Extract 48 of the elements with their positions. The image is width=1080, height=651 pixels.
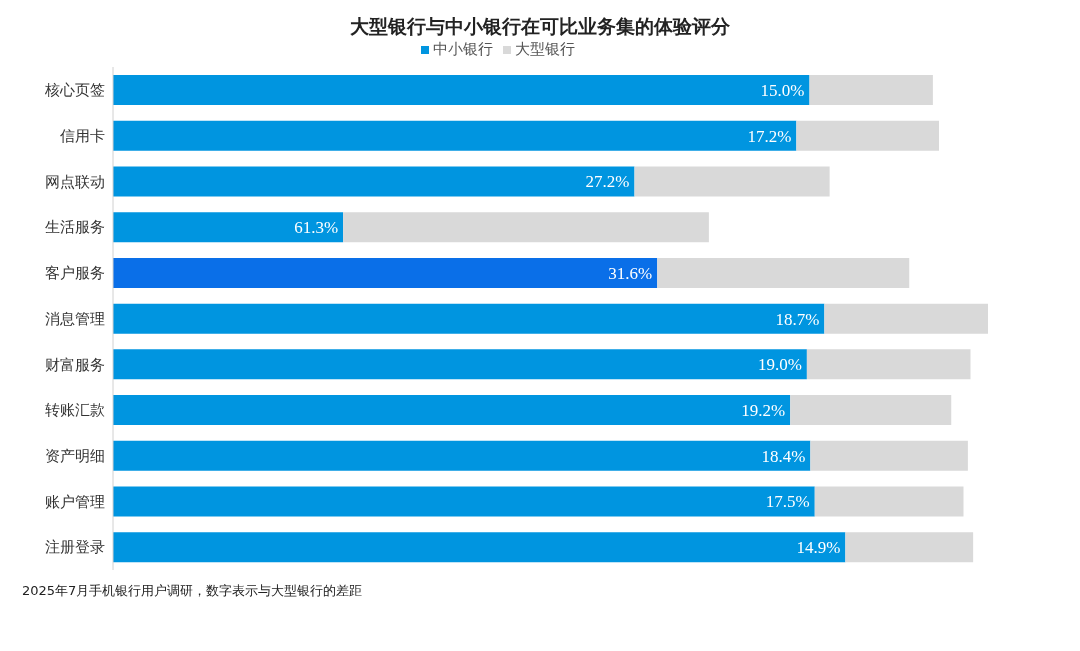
bar	[113, 486, 815, 517]
bar	[113, 166, 635, 197]
annotation: 18.4%	[761, 446, 806, 466]
chart-title: 大型银行与中小银行在可比业务集的体验评分	[349, 14, 731, 39]
y-tick-label: 财富服务	[45, 355, 105, 374]
annotation: 15.0%	[760, 80, 805, 100]
annotation: 27.2%	[585, 172, 630, 192]
bar	[796, 120, 939, 151]
bar	[113, 395, 791, 426]
y-tick-label: 消息管理	[45, 309, 105, 328]
y-tick-label: 资产明细	[45, 447, 105, 466]
y-tick-label: 信用卡	[60, 126, 105, 145]
annotation: 17.2%	[747, 126, 792, 146]
bar	[113, 212, 344, 243]
bar	[657, 257, 910, 288]
bar	[113, 75, 810, 105]
bar	[824, 303, 988, 334]
bar	[809, 75, 933, 105]
legend-label: 中小银行	[433, 40, 493, 58]
annotation: 31.6%	[608, 263, 653, 283]
bar	[113, 120, 797, 151]
bar	[790, 395, 952, 426]
bar	[113, 257, 658, 288]
bar	[113, 303, 825, 334]
bar	[814, 486, 964, 517]
annotation: 19.0%	[757, 355, 802, 375]
annotation: 61.3%	[294, 218, 339, 238]
annotation: 14.9%	[796, 538, 841, 558]
bar	[845, 532, 974, 563]
y-tick-label: 转账汇款	[45, 401, 105, 420]
y-tick-label: 注册登录	[45, 538, 105, 557]
legend-label: 大型银行	[515, 40, 575, 58]
bar	[634, 166, 830, 197]
annotation: 19.2%	[741, 400, 786, 420]
bar	[343, 212, 709, 243]
bar	[113, 349, 807, 380]
y-tick-label: 网点联动	[45, 172, 105, 191]
y-tick-label: 账户管理	[45, 492, 105, 511]
bar	[113, 532, 846, 563]
y-tick-label: 生活服务	[45, 218, 105, 237]
annotation: 17.5%	[765, 492, 810, 512]
annotation: 18.7%	[775, 309, 820, 329]
text: 2025年7月手机银行用户调研，数字表示与大型银行的差距	[22, 582, 364, 600]
bar	[810, 440, 968, 471]
y-tick-label: 核心页签	[44, 81, 105, 100]
y-tick-label: 客户服务	[45, 264, 105, 283]
bar	[806, 349, 971, 380]
bar	[113, 440, 811, 471]
